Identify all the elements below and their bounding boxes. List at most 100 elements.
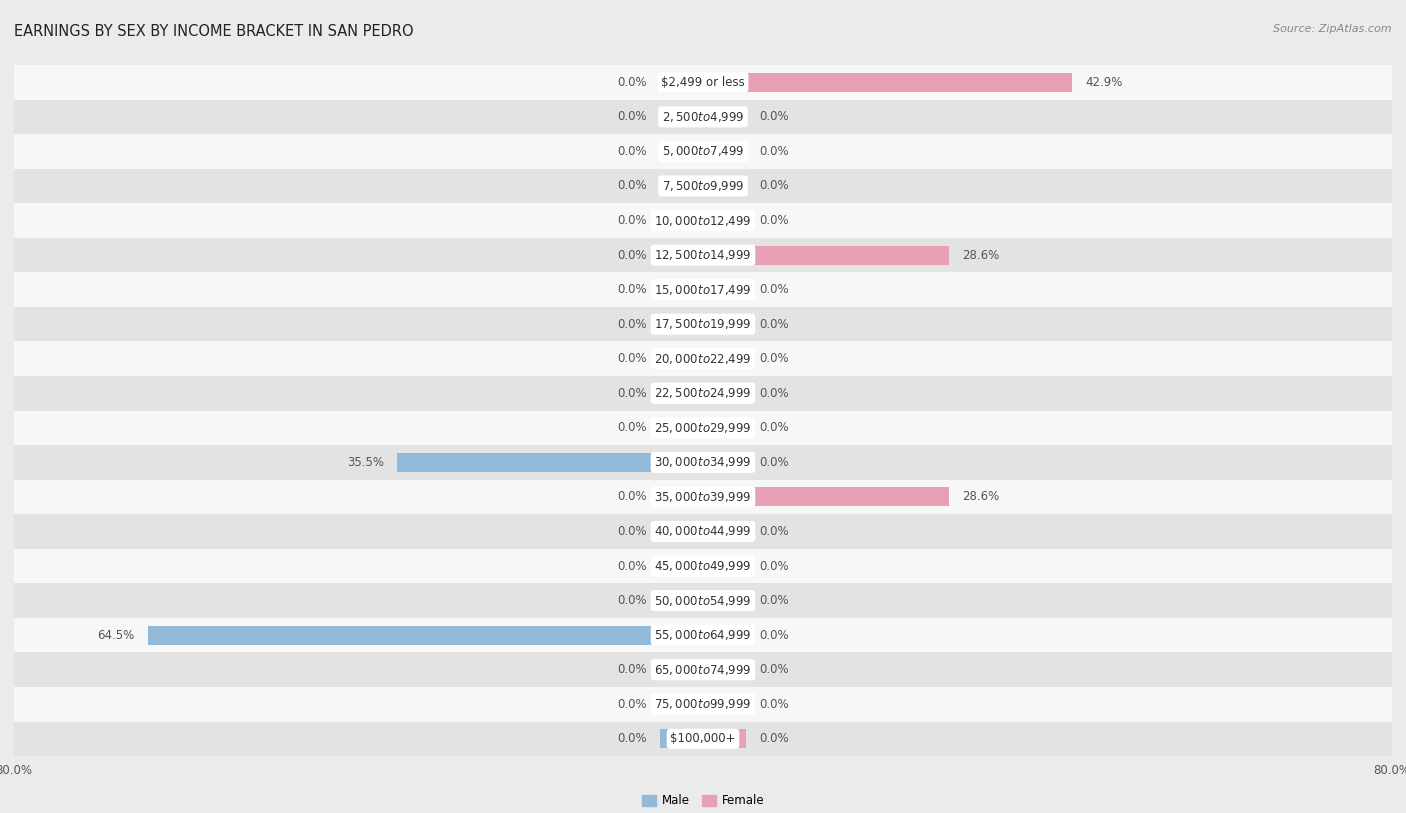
Text: $75,000 to $99,999: $75,000 to $99,999 xyxy=(654,698,752,711)
Text: $17,500 to $19,999: $17,500 to $19,999 xyxy=(654,317,752,331)
Bar xyxy=(14,515,1392,549)
Bar xyxy=(14,203,1392,237)
Bar xyxy=(703,591,747,610)
Text: 0.0%: 0.0% xyxy=(759,663,789,676)
Text: 0.0%: 0.0% xyxy=(617,525,647,538)
Bar xyxy=(14,652,1392,687)
Text: $65,000 to $74,999: $65,000 to $74,999 xyxy=(654,663,752,676)
Text: 0.0%: 0.0% xyxy=(617,76,647,89)
Bar xyxy=(659,211,703,230)
Bar xyxy=(659,142,703,161)
Text: 0.0%: 0.0% xyxy=(617,698,647,711)
Bar xyxy=(703,176,747,195)
Text: 0.0%: 0.0% xyxy=(759,387,789,400)
Bar xyxy=(703,488,949,506)
Bar xyxy=(659,350,703,368)
Bar xyxy=(659,107,703,126)
Bar xyxy=(703,660,747,679)
Text: $15,000 to $17,499: $15,000 to $17,499 xyxy=(654,283,752,297)
Text: 0.0%: 0.0% xyxy=(617,352,647,365)
Bar xyxy=(659,246,703,264)
Bar xyxy=(14,341,1392,376)
Bar xyxy=(14,65,1392,99)
Text: 28.6%: 28.6% xyxy=(962,490,1000,503)
Bar xyxy=(659,488,703,506)
Text: 0.0%: 0.0% xyxy=(617,490,647,503)
Text: 0.0%: 0.0% xyxy=(617,594,647,607)
Text: 0.0%: 0.0% xyxy=(759,214,789,227)
Text: 0.0%: 0.0% xyxy=(759,698,789,711)
Bar xyxy=(659,176,703,195)
Text: $5,000 to $7,499: $5,000 to $7,499 xyxy=(662,145,744,159)
Bar xyxy=(703,384,747,402)
Bar xyxy=(14,134,1392,169)
Bar xyxy=(659,557,703,576)
Bar xyxy=(659,729,703,748)
Text: 0.0%: 0.0% xyxy=(759,283,789,296)
Text: 0.0%: 0.0% xyxy=(759,594,789,607)
Text: $10,000 to $12,499: $10,000 to $12,499 xyxy=(654,214,752,228)
Text: $35,000 to $39,999: $35,000 to $39,999 xyxy=(654,490,752,504)
Text: $12,500 to $14,999: $12,500 to $14,999 xyxy=(654,248,752,262)
Text: 35.5%: 35.5% xyxy=(347,456,384,469)
Bar xyxy=(703,315,747,333)
Bar xyxy=(703,211,747,230)
Bar xyxy=(398,453,703,472)
Bar xyxy=(703,107,747,126)
Bar xyxy=(703,350,747,368)
Text: $100,000+: $100,000+ xyxy=(671,733,735,746)
Bar xyxy=(14,722,1392,756)
Text: $30,000 to $34,999: $30,000 to $34,999 xyxy=(654,455,752,469)
Bar xyxy=(703,73,1073,92)
Bar xyxy=(703,280,747,299)
Bar xyxy=(14,99,1392,134)
Bar xyxy=(703,522,747,541)
Bar xyxy=(659,591,703,610)
Text: 0.0%: 0.0% xyxy=(759,456,789,469)
Text: 64.5%: 64.5% xyxy=(97,628,135,641)
Text: 0.0%: 0.0% xyxy=(617,145,647,158)
Text: EARNINGS BY SEX BY INCOME BRACKET IN SAN PEDRO: EARNINGS BY SEX BY INCOME BRACKET IN SAN… xyxy=(14,24,413,39)
Text: 0.0%: 0.0% xyxy=(617,663,647,676)
Bar xyxy=(703,557,747,576)
Text: 0.0%: 0.0% xyxy=(617,180,647,193)
Text: 28.6%: 28.6% xyxy=(962,249,1000,262)
Bar xyxy=(148,626,703,645)
Text: 0.0%: 0.0% xyxy=(617,421,647,434)
Bar xyxy=(14,618,1392,652)
Text: 0.0%: 0.0% xyxy=(617,111,647,124)
Text: 0.0%: 0.0% xyxy=(617,387,647,400)
Text: 0.0%: 0.0% xyxy=(617,318,647,331)
Text: 0.0%: 0.0% xyxy=(759,421,789,434)
Bar xyxy=(659,419,703,437)
Bar xyxy=(703,729,747,748)
Bar xyxy=(14,376,1392,411)
Text: 42.9%: 42.9% xyxy=(1085,76,1123,89)
Bar xyxy=(659,660,703,679)
Bar xyxy=(14,480,1392,515)
Bar xyxy=(659,73,703,92)
Text: 0.0%: 0.0% xyxy=(759,180,789,193)
Text: 0.0%: 0.0% xyxy=(759,525,789,538)
Bar xyxy=(659,280,703,299)
Bar xyxy=(703,419,747,437)
Bar xyxy=(14,584,1392,618)
Text: $40,000 to $44,999: $40,000 to $44,999 xyxy=(654,524,752,538)
Text: 0.0%: 0.0% xyxy=(759,733,789,746)
Bar xyxy=(703,246,949,264)
Bar xyxy=(14,687,1392,722)
Bar xyxy=(703,626,747,645)
Bar xyxy=(14,307,1392,341)
Text: 0.0%: 0.0% xyxy=(759,145,789,158)
Text: 0.0%: 0.0% xyxy=(759,111,789,124)
Bar xyxy=(659,384,703,402)
Bar xyxy=(14,446,1392,480)
Bar xyxy=(14,549,1392,584)
Text: $2,499 or less: $2,499 or less xyxy=(661,76,745,89)
Bar xyxy=(14,237,1392,272)
Bar xyxy=(14,411,1392,446)
Text: $22,500 to $24,999: $22,500 to $24,999 xyxy=(654,386,752,400)
Text: 0.0%: 0.0% xyxy=(759,559,789,572)
Bar xyxy=(703,142,747,161)
Text: 0.0%: 0.0% xyxy=(617,733,647,746)
